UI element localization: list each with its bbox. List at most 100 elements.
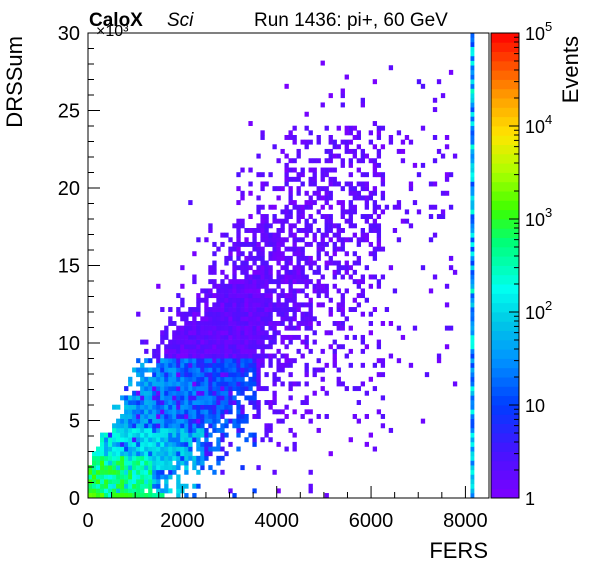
heatmap-bin-1044	[232, 293, 237, 299]
heatmap-bin-1806	[328, 307, 333, 312]
heatmap-bin-134	[124, 446, 129, 452]
heatmap-bin-1085	[236, 293, 241, 299]
heatmap-bin-1065	[236, 386, 241, 392]
heatmap-bin-665	[192, 381, 197, 387]
heatmap-bin-9	[92, 483, 97, 489]
heatmap-bin-281	[144, 339, 149, 345]
heatmap-bin-2033	[368, 139, 374, 145]
heatmap-bin-152	[128, 469, 133, 475]
heatmap-bin-1522	[284, 153, 289, 159]
heatmap-bin-1339	[264, 423, 269, 429]
heatmap-bin-2145	[428, 181, 434, 187]
heatmap-bin-1073	[236, 348, 241, 354]
heatmap-bin-872	[216, 446, 221, 452]
heatmap-bin-1113	[240, 367, 245, 373]
heatmap-bin-1716	[312, 316, 317, 322]
heatmap-bin-1217	[252, 437, 257, 443]
heatmap-bin-1594	[292, 125, 297, 131]
heatmap-bin-1893	[340, 102, 345, 108]
heatmap-bin-1165	[244, 297, 249, 303]
heatmap-bin-886	[216, 372, 221, 378]
heatmap-bin-1856	[336, 288, 341, 294]
heatmap-bin-1176	[244, 237, 249, 243]
heatmap-bin-1537	[288, 307, 293, 312]
heatmap-bin-1601	[296, 302, 301, 308]
heatmap-bin-196	[136, 488, 141, 494]
heatmap-bin-2078	[376, 130, 382, 136]
colorbar-swatch	[491, 126, 519, 136]
heatmap-bin-1765	[320, 237, 325, 243]
heatmap-bin-314	[152, 465, 157, 471]
heatmap-bin-1431	[276, 441, 281, 447]
heatmap-bin-502	[176, 488, 181, 494]
heatmap-bin-1651	[304, 381, 309, 387]
heatmap-bin-1671	[304, 228, 309, 233]
heatmap-bin-157	[128, 446, 133, 452]
heatmap-bin-337	[152, 348, 157, 354]
heatmap-bin-345	[156, 455, 161, 461]
heatmap-bin-1181	[248, 386, 253, 392]
heatmap-bin-1607	[296, 260, 301, 266]
heatmap-bin-192	[132, 395, 137, 401]
heatmap-bin-1757	[320, 367, 325, 373]
heatmap-bin-812	[208, 362, 213, 368]
heatmap-bin-902	[216, 297, 221, 303]
heatmap-bin-1278	[256, 302, 261, 308]
heatmap-bin-1436	[276, 362, 281, 368]
heatmap-bin-833	[212, 446, 217, 452]
heatmap-bin-667	[192, 372, 197, 378]
heatmap-bin-1966	[356, 260, 361, 266]
heatmap-bin-1786	[324, 251, 329, 257]
heatmap-bin-1597	[296, 334, 301, 340]
heatmap-bin-955	[224, 390, 229, 396]
heatmap-bin-1913	[344, 125, 349, 131]
heatmap-bin-1220	[252, 404, 257, 410]
heatmap-bin-1877	[340, 297, 345, 303]
heatmap-bin-1860	[336, 246, 341, 252]
heatmap-bin-418	[164, 409, 169, 415]
heatmap-bin-2296	[470, 51, 475, 57]
heatmap-bin-1131	[240, 283, 245, 289]
heatmap-bin-2093	[380, 176, 386, 182]
heatmap-bin-1413	[272, 325, 277, 331]
heatmap-bin-1745	[316, 246, 321, 252]
heatmap-bin-466	[168, 339, 173, 345]
heatmap-bin-648	[192, 493, 197, 498]
heatmap-bin-1328	[260, 223, 265, 229]
heatmap-bin-1234	[252, 334, 257, 340]
heatmap-bin-1456	[276, 232, 281, 238]
heatmap-bin-477	[172, 432, 177, 438]
heatmap-bin-1603	[296, 279, 301, 285]
heatmap-bin-362	[156, 376, 161, 382]
heatmap-bin-1915	[348, 437, 353, 443]
heatmap-bin-1252	[252, 241, 257, 247]
heatmap-bin-1548	[288, 232, 293, 238]
heatmap-bin-2215	[470, 427, 475, 433]
heatmap-bin-2210	[470, 451, 475, 457]
heatmap-bin-1974	[356, 158, 361, 164]
heatmap-bin-1924	[348, 218, 353, 224]
heatmap-bin-1184	[248, 367, 253, 373]
heatmap-bin-65	[108, 451, 113, 457]
heatmap-bin-1652	[304, 372, 309, 378]
heatmap-bin-1494	[284, 358, 289, 364]
heatmap-bin-158	[128, 441, 133, 447]
heatmap-bin-2239	[470, 316, 475, 322]
heatmap-bin-1009	[228, 302, 233, 308]
heatmap-bin-46	[104, 474, 109, 480]
heatmap-bin-993	[228, 376, 233, 382]
heatmap-bin-946	[220, 232, 225, 238]
heatmap-bin-240	[140, 414, 145, 419]
heatmap-bin-2151	[432, 135, 438, 140]
heatmap-bin-1793	[324, 200, 329, 206]
heatmap-bin-2014	[364, 186, 369, 192]
heatmap-bin-2003	[364, 390, 369, 396]
heatmap-bin-553	[180, 409, 185, 415]
heatmap-bin-1517	[284, 181, 289, 187]
heatmap-bin-333	[152, 376, 157, 382]
heatmap-bin-205	[136, 446, 141, 452]
heatmap-bin-1501	[284, 307, 289, 312]
heatmap-bin-1810	[328, 237, 333, 243]
heatmap-bin-2242	[470, 302, 475, 308]
heatmap-bin-1321	[260, 260, 265, 266]
